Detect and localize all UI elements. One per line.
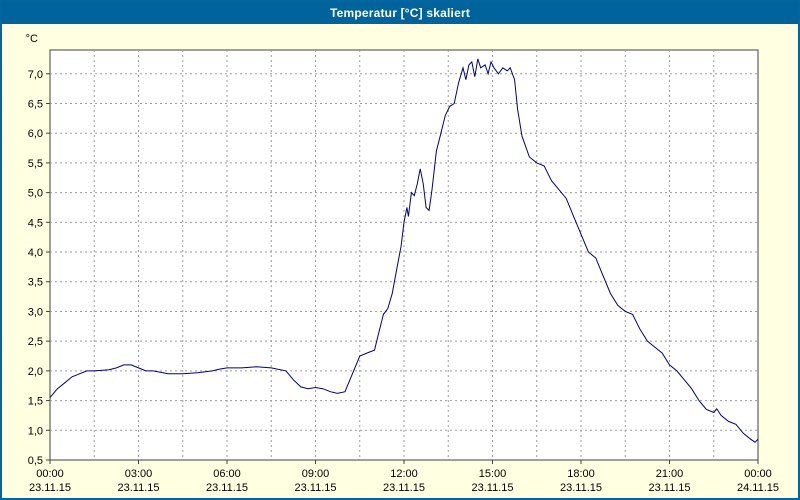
x-date-label: 23.11.15 — [560, 482, 602, 494]
y-tick-label: 0,5 — [28, 455, 43, 467]
chart-container: 0,5 1,0 1,5 2,0 2,5 3,0 3,5 4,0 4,5 5,0 5,5 6,0 6,5 7… — [2, 24, 798, 498]
x-time-label: 00:00 — [744, 468, 772, 480]
y-tick-label: 2,5 — [28, 336, 43, 348]
x-time-label: 00:00 — [36, 468, 64, 480]
y-tick-label: 3,0 — [28, 306, 43, 318]
x-time-label: 12:00 — [390, 468, 418, 480]
x-time-label: 09:00 — [302, 468, 330, 480]
series-line-temperatur — [49, 58, 759, 443]
x-time-label: 06:00 — [213, 468, 241, 480]
x-date-label: 23.11.15 — [383, 482, 425, 494]
window-titlebar[interactable]: Temperatur [°C] skaliert — [2, 2, 798, 24]
x-time-label: 15:00 — [479, 468, 507, 480]
y-tick-label: 6,0 — [28, 128, 43, 140]
x-date-label: 23.11.15 — [471, 482, 513, 494]
y-unit-label: °C — [26, 33, 38, 45]
y-tick-label: 5,0 — [28, 188, 43, 200]
x-time-label: 18:00 — [567, 468, 595, 480]
y-tick-label: 2,0 — [28, 366, 43, 378]
y-tick-label: 1,0 — [28, 425, 43, 437]
x-time-label: 21:00 — [656, 468, 684, 480]
window-title: Temperatur [°C] skaliert — [329, 6, 471, 20]
y-tick-label: 7,0 — [28, 69, 43, 81]
y-tick-label: 1,5 — [28, 396, 43, 408]
x-date-label: 24.11.15 — [737, 482, 779, 494]
y-tick-label: 4,5 — [28, 217, 43, 229]
y-tick-label: 3,5 — [28, 277, 43, 289]
x-date-label: 23.11.15 — [648, 482, 690, 494]
x-date-label: 23.11.15 — [29, 482, 71, 494]
x-date-label: 23.11.15 — [294, 482, 336, 494]
y-tick-label: 5,5 — [28, 158, 43, 170]
chart-svg: 0,5 1,0 1,5 2,0 2,5 3,0 3,5 4,0 4,5 5,0 5,5 6,0 6,5 7… — [26, 33, 779, 494]
x-date-label: 23.11.15 — [117, 482, 159, 494]
y-tick-label: 6,5 — [28, 98, 43, 110]
y-tick-label: 4,0 — [28, 247, 43, 259]
x-date-label: 23.11.15 — [206, 482, 248, 494]
x-time-label: 03:00 — [125, 468, 153, 480]
